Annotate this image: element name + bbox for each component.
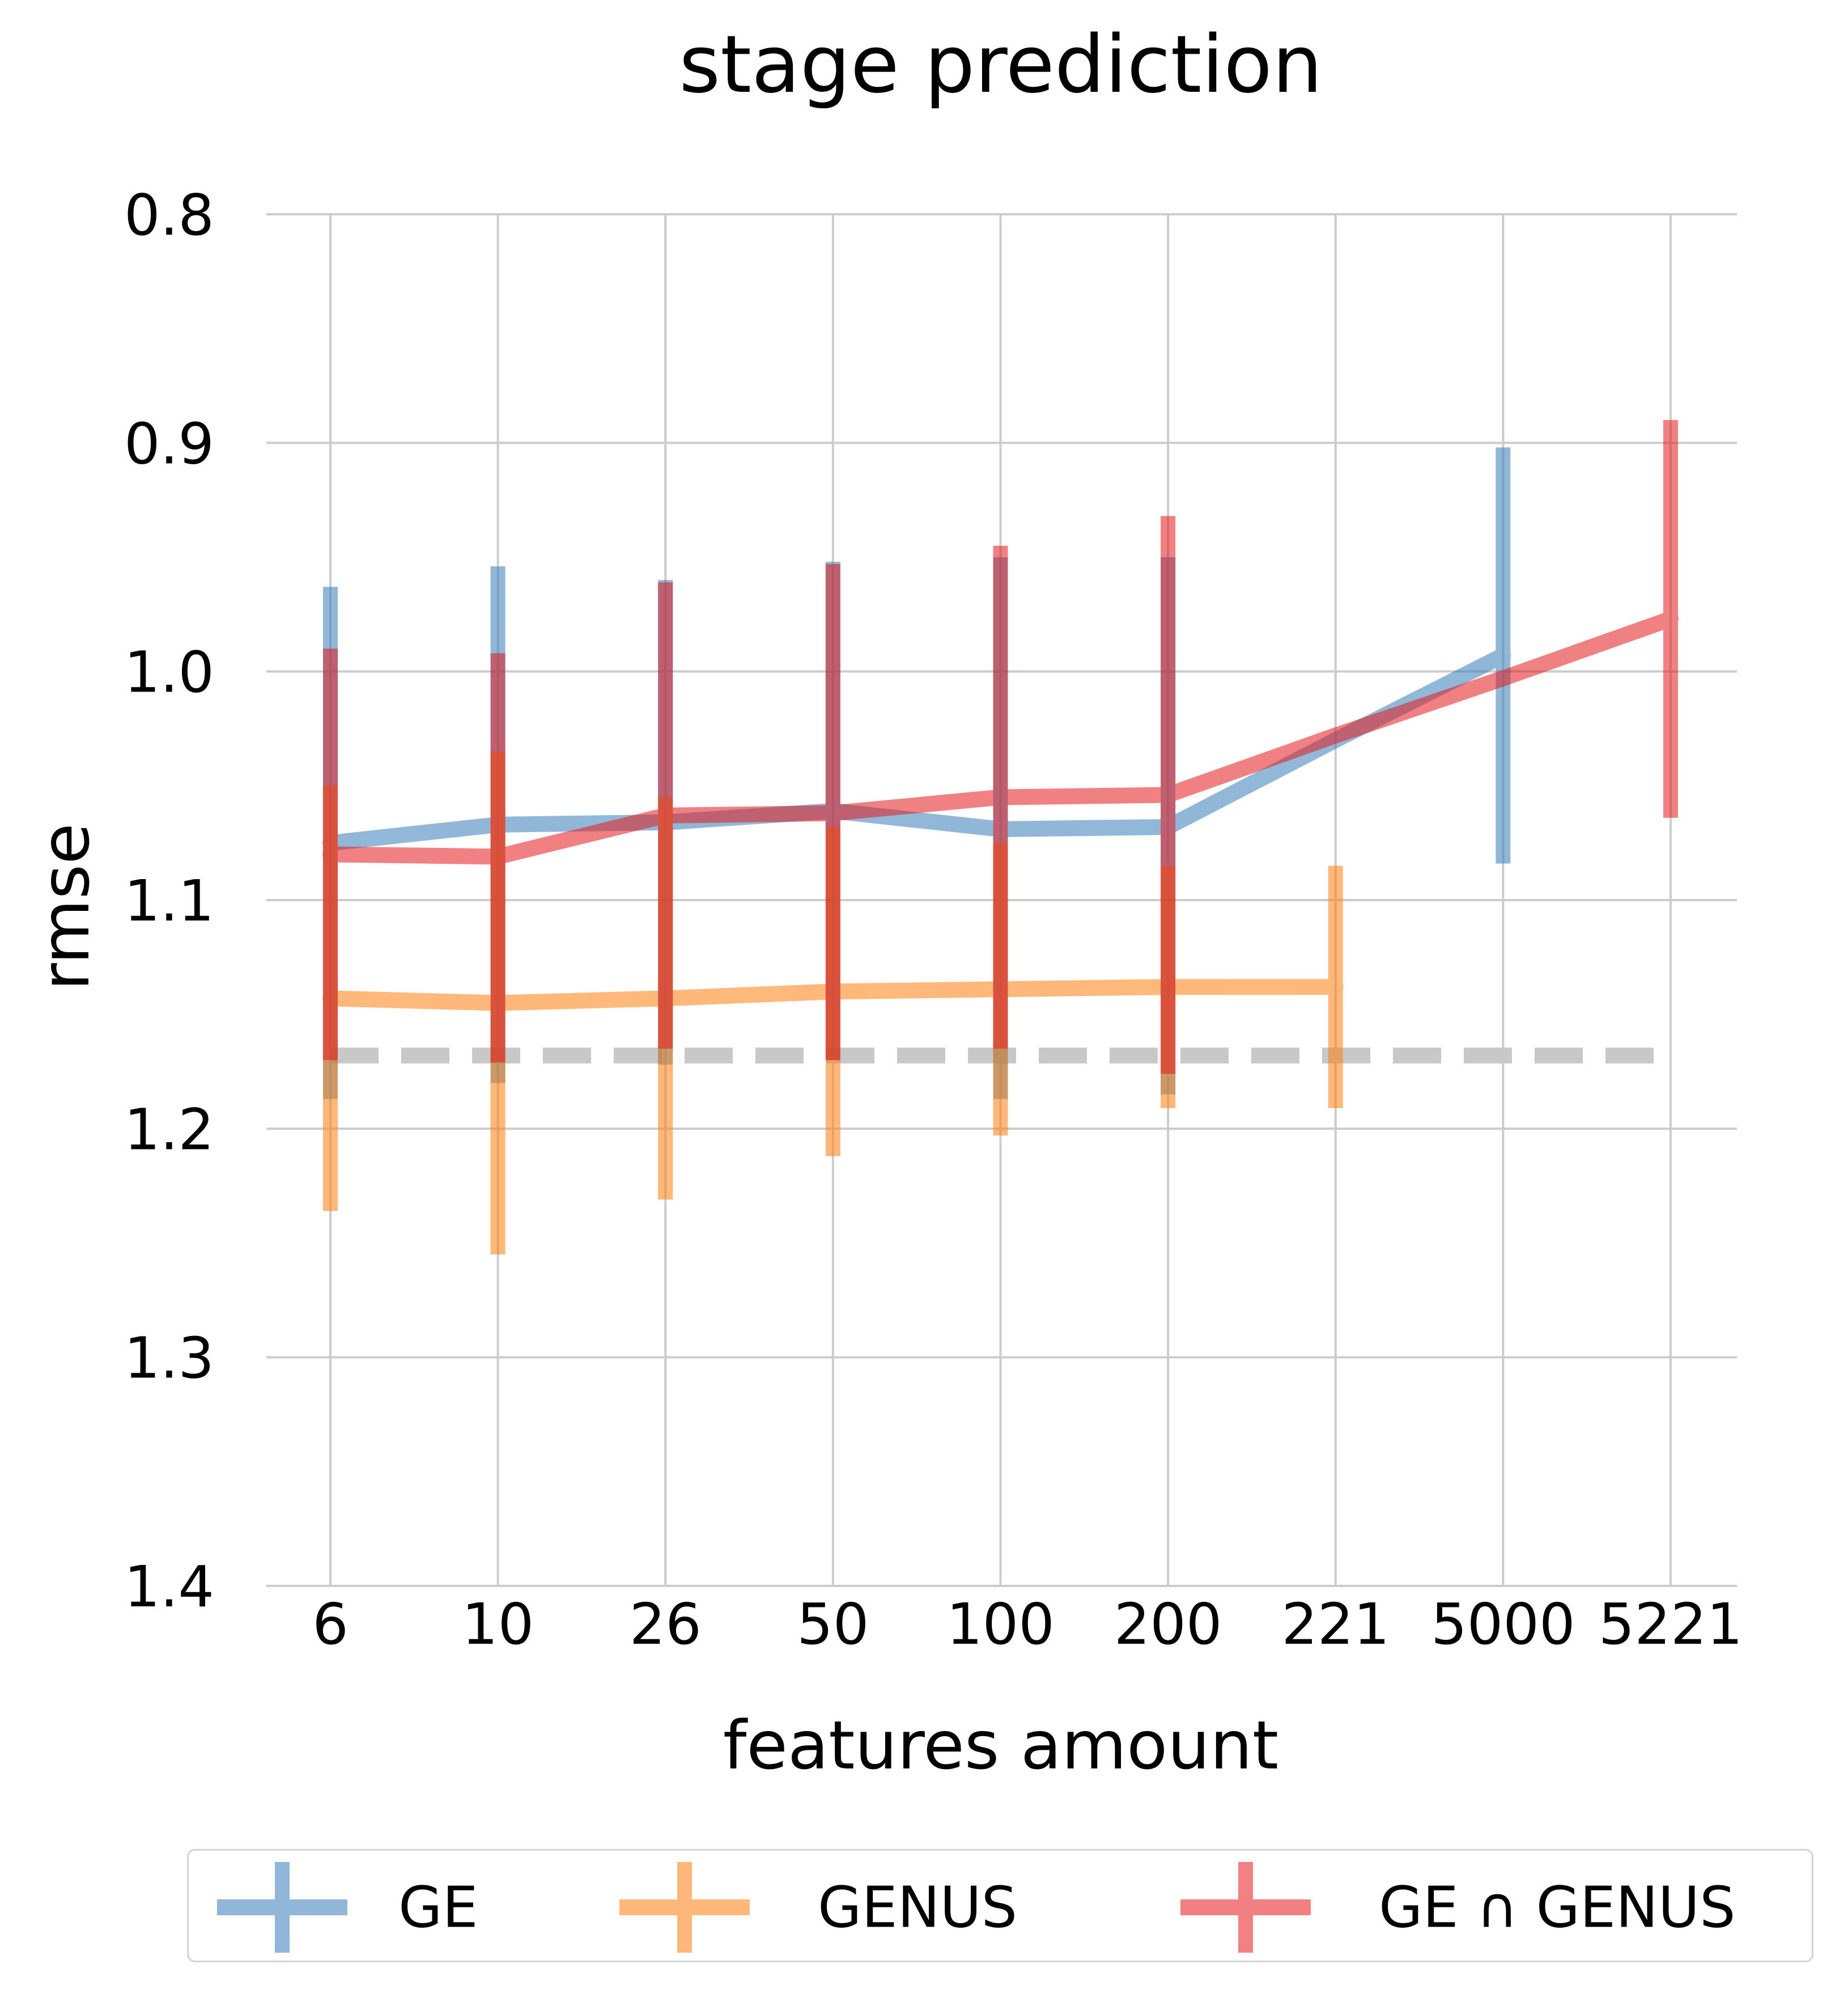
y-tick-label: 1.0 xyxy=(124,639,214,706)
chart-title: stage prediction xyxy=(679,19,1323,111)
series-line xyxy=(322,610,1679,865)
legend-swatch xyxy=(1180,1862,1311,1953)
legend-label: GE xyxy=(398,1874,478,1941)
x-tick-label: 100 xyxy=(946,1591,1055,1657)
y-axis-label: rmse xyxy=(26,823,104,990)
legend-swatch xyxy=(217,1862,347,1953)
x-tick-label: 200 xyxy=(1114,1591,1222,1657)
y-tick-label: 1.3 xyxy=(124,1325,214,1392)
legend-label: GENUS xyxy=(818,1874,1018,1941)
x-tick-label: 6 xyxy=(312,1591,349,1657)
series-ge-genus xyxy=(322,420,1679,1074)
y-tick-label: 1.1 xyxy=(124,868,214,934)
y-tick-label: 1.2 xyxy=(124,1096,214,1163)
x-tick-label: 5000 xyxy=(1431,1591,1575,1657)
y-tick-label: 0.8 xyxy=(124,182,214,248)
y-tick-labels: 0.8 0.9 1.0 1.1 1.2 1.3 1.4 xyxy=(124,182,214,1620)
y-tick-label: 1.4 xyxy=(124,1554,214,1620)
legend-swatch xyxy=(619,1862,750,1953)
legend: GE GENUS GE ∩ GENUS xyxy=(187,1849,1813,1962)
series-layer xyxy=(322,420,1679,1255)
y-tick-label: 0.9 xyxy=(124,410,214,477)
legend-label: GE ∩ GENUS xyxy=(1379,1874,1736,1941)
x-tick-labels: 6 10 26 50 100 200 221 5000 5221 xyxy=(312,1591,1743,1657)
x-tick-label: 10 xyxy=(462,1591,534,1657)
x-tick-label: 26 xyxy=(630,1591,702,1657)
x-tick-label: 221 xyxy=(1281,1591,1390,1657)
x-axis-label: features amount xyxy=(723,1706,1278,1784)
x-tick-label: 50 xyxy=(797,1591,869,1657)
series-line xyxy=(322,647,1511,851)
x-tick-label: 5221 xyxy=(1599,1591,1743,1657)
